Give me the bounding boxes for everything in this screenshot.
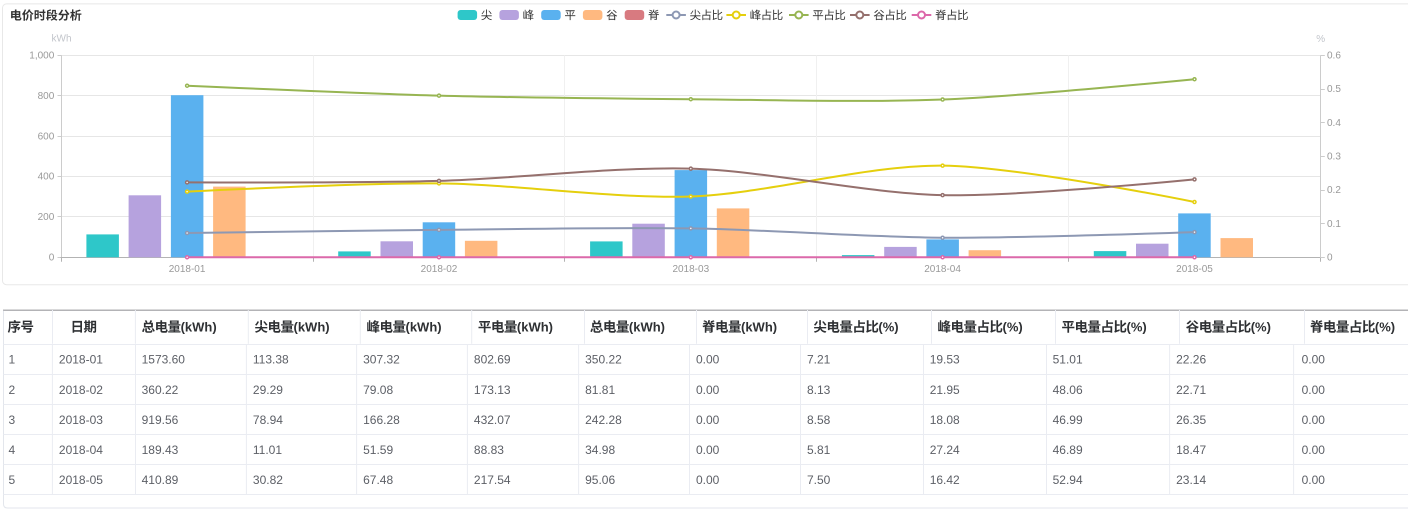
svg-text:67.48: 67.48: [363, 473, 393, 487]
svg-text:217.54: 217.54: [474, 473, 511, 487]
svg-text:5.81: 5.81: [807, 443, 831, 457]
svg-text:46.89: 46.89: [1053, 443, 1083, 457]
svg-text:242.28: 242.28: [585, 413, 622, 427]
svg-text:4: 4: [9, 443, 16, 457]
svg-text:3: 3: [9, 413, 16, 427]
svg-text:802.69: 802.69: [474, 353, 511, 367]
svg-text:0.00: 0.00: [696, 353, 720, 367]
svg-text:1: 1: [9, 353, 16, 367]
svg-text:2018-04: 2018-04: [59, 443, 103, 457]
svg-text:360.22: 360.22: [142, 383, 179, 397]
svg-text:46.99: 46.99: [1053, 413, 1083, 427]
svg-text:(%): (%): [1127, 320, 1147, 335]
svg-text:7.21: 7.21: [807, 353, 831, 367]
svg-text:0.00: 0.00: [1302, 443, 1326, 457]
svg-text:919.56: 919.56: [142, 413, 179, 427]
svg-text:0.00: 0.00: [696, 413, 720, 427]
svg-text:0.00: 0.00: [1302, 383, 1326, 397]
svg-text:48.06: 48.06: [1053, 383, 1083, 397]
svg-text:19.53: 19.53: [930, 353, 960, 367]
svg-text:5: 5: [9, 473, 16, 487]
svg-text:78.94: 78.94: [253, 413, 283, 427]
svg-text:(kWh): (kWh): [517, 320, 553, 335]
svg-text:(%): (%): [1003, 320, 1023, 335]
svg-text:0.00: 0.00: [1302, 353, 1326, 367]
svg-text:400: 400: [38, 172, 55, 183]
svg-text:(%): (%): [878, 320, 898, 335]
svg-text:432.07: 432.07: [474, 413, 511, 427]
svg-text:2018-05: 2018-05: [59, 473, 103, 487]
svg-text:2018-03: 2018-03: [59, 413, 103, 427]
svg-text:0: 0: [1327, 252, 1333, 263]
svg-text:16.42: 16.42: [930, 473, 960, 487]
svg-text:52.94: 52.94: [1053, 473, 1083, 487]
svg-text:18.47: 18.47: [1176, 443, 1206, 457]
svg-text:11.01: 11.01: [253, 443, 282, 457]
svg-text:0.6: 0.6: [1327, 51, 1341, 62]
svg-text:0: 0: [49, 252, 55, 263]
svg-text:23.14: 23.14: [1176, 473, 1206, 487]
svg-text:0.00: 0.00: [1302, 473, 1326, 487]
svg-text:(kWh): (kWh): [406, 320, 442, 335]
svg-text:(%): (%): [1251, 320, 1271, 335]
svg-text:8.58: 8.58: [807, 413, 831, 427]
svg-text:2018-03: 2018-03: [672, 264, 709, 275]
svg-text:307.32: 307.32: [363, 353, 400, 367]
svg-text:34.98: 34.98: [585, 443, 615, 457]
svg-text:1573.60: 1573.60: [142, 353, 186, 367]
svg-text:0.00: 0.00: [696, 473, 720, 487]
svg-text:2018-01: 2018-01: [169, 264, 206, 275]
svg-text:7.50: 7.50: [807, 473, 831, 487]
svg-text:0.00: 0.00: [1302, 413, 1326, 427]
svg-text:(kWh): (kWh): [294, 320, 330, 335]
svg-text:0.3: 0.3: [1327, 152, 1341, 163]
svg-text:0.00: 0.00: [696, 383, 720, 397]
svg-text:30.82: 30.82: [253, 473, 283, 487]
svg-text:2018-05: 2018-05: [1176, 264, 1213, 275]
svg-text:22.26: 22.26: [1176, 353, 1206, 367]
svg-text:200: 200: [38, 212, 55, 223]
svg-text:0.4: 0.4: [1327, 118, 1341, 129]
svg-text:27.24: 27.24: [930, 443, 960, 457]
svg-text:21.95: 21.95: [930, 383, 960, 397]
svg-text:113.38: 113.38: [253, 353, 289, 367]
svg-text:0.1: 0.1: [1327, 219, 1341, 230]
svg-text:1,000: 1,000: [29, 51, 54, 62]
svg-text:189.43: 189.43: [142, 443, 179, 457]
svg-text:79.08: 79.08: [363, 383, 393, 397]
svg-text:(kWh): (kWh): [181, 320, 217, 335]
svg-text:95.06: 95.06: [585, 473, 615, 487]
svg-text:2018-01: 2018-01: [59, 353, 103, 367]
svg-text:2: 2: [9, 383, 16, 397]
svg-text:88.83: 88.83: [474, 443, 504, 457]
svg-text:410.89: 410.89: [142, 473, 179, 487]
svg-text:2018-02: 2018-02: [59, 383, 103, 397]
svg-text:29.29: 29.29: [253, 383, 283, 397]
svg-text:0.2: 0.2: [1327, 185, 1341, 196]
svg-text:2018-04: 2018-04: [924, 264, 961, 275]
svg-text:(kWh): (kWh): [629, 320, 665, 335]
svg-text:kWh: kWh: [52, 34, 72, 45]
svg-text:800: 800: [38, 91, 55, 102]
svg-text:166.28: 166.28: [363, 413, 400, 427]
svg-text:%: %: [1316, 34, 1325, 45]
svg-text:8.13: 8.13: [807, 383, 831, 397]
svg-text:81.81: 81.81: [585, 383, 615, 397]
svg-text:173.13: 173.13: [474, 383, 511, 397]
svg-text:18.08: 18.08: [930, 413, 960, 427]
svg-text:2018-02: 2018-02: [421, 264, 458, 275]
svg-text:(%): (%): [1375, 320, 1395, 335]
svg-text:22.71: 22.71: [1176, 383, 1206, 397]
svg-text:51.59: 51.59: [363, 443, 393, 457]
svg-text:26.35: 26.35: [1176, 413, 1206, 427]
svg-text:350.22: 350.22: [585, 353, 622, 367]
svg-text:51.01: 51.01: [1053, 353, 1083, 367]
svg-text:0.00: 0.00: [696, 443, 720, 457]
svg-text:(kWh): (kWh): [741, 320, 777, 335]
svg-text:0.5: 0.5: [1327, 84, 1341, 95]
svg-text:600: 600: [38, 131, 55, 142]
